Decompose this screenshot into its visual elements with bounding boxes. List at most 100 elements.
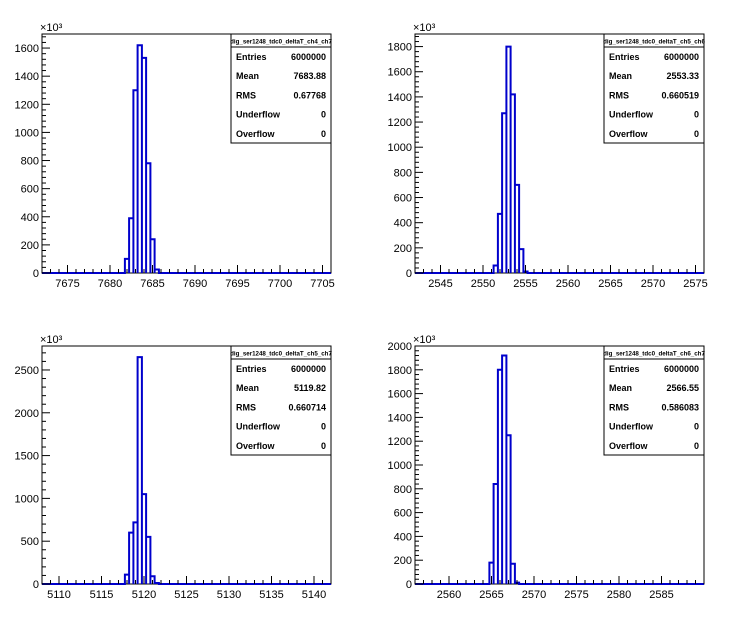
x-tick-label: 2550 bbox=[471, 278, 495, 290]
stats-value: 6000000 bbox=[291, 52, 326, 62]
stats-value: 0.660519 bbox=[661, 90, 699, 100]
x-tick-label: 5135 bbox=[259, 589, 283, 601]
stats-value: 0.67768 bbox=[293, 90, 326, 100]
histogram-bin bbox=[502, 113, 506, 273]
stats-label: Overflow bbox=[609, 129, 649, 139]
x-tick-label: 2580 bbox=[607, 589, 631, 601]
y-tick-label: 0 bbox=[33, 268, 39, 280]
x-tick-label: 5110 bbox=[47, 589, 71, 601]
stats-value: 0 bbox=[694, 110, 699, 120]
stats-label: Mean bbox=[609, 71, 632, 81]
y-tick-label: 2000 bbox=[388, 341, 412, 353]
stats-label: Entries bbox=[236, 364, 267, 374]
stats-label: Entries bbox=[609, 52, 640, 62]
stats-value: 0 bbox=[321, 441, 326, 451]
y-tick-label: 1600 bbox=[15, 43, 39, 55]
y-tick-label: 1200 bbox=[388, 117, 412, 129]
stats-label: Underflow bbox=[236, 110, 281, 120]
stats-value: 0 bbox=[694, 422, 699, 432]
y-tick-label: 1500 bbox=[15, 451, 39, 463]
histogram-bin bbox=[146, 163, 150, 273]
histogram-bin bbox=[129, 218, 133, 273]
histogram-bin bbox=[498, 370, 502, 584]
stats-value: 0 bbox=[694, 129, 699, 139]
histogram-bin bbox=[494, 265, 498, 273]
y-tick-label: 800 bbox=[21, 156, 39, 168]
y-tick-label: 1800 bbox=[388, 365, 412, 377]
axis-multiplier-label: ×10³ bbox=[413, 22, 436, 34]
y-tick-label: 0 bbox=[33, 579, 39, 591]
stats-box: dig_ser1248_tdc0_deltaT_ch6_ch7 Entries 60… bbox=[603, 345, 705, 456]
stats-box-frame bbox=[603, 345, 705, 456]
histogram-bin bbox=[519, 249, 523, 273]
histogram-line bbox=[42, 44, 331, 274]
y-tick-label: 1000 bbox=[15, 127, 39, 139]
histogram-bin bbox=[133, 522, 137, 584]
y-tick-label: 1400 bbox=[388, 412, 412, 424]
histogram-bin bbox=[146, 537, 150, 584]
x-tick-label: 5125 bbox=[174, 589, 198, 601]
axis-multiplier-label: ×10³ bbox=[413, 334, 436, 346]
histogram-bin bbox=[511, 564, 515, 584]
stats-label: RMS bbox=[609, 90, 629, 100]
stats-value: 0 bbox=[321, 422, 326, 432]
stats-box: dig_ser1248_tdc0_deltaT_ch5_ch7 Entries 60… bbox=[230, 345, 332, 456]
histogram-bin bbox=[142, 58, 146, 273]
x-tick-label: 2575 bbox=[683, 278, 707, 290]
y-tick-label: 2000 bbox=[15, 408, 39, 420]
stats-box-frame bbox=[230, 345, 332, 456]
y-tick-label: 1400 bbox=[388, 92, 412, 104]
histogram-line bbox=[415, 354, 704, 585]
stats-value: 2566.55 bbox=[666, 383, 699, 393]
stats-histogram-name: dig_ser1248_tdc0_deltaT_ch5_ch6 bbox=[603, 39, 705, 46]
x-tick-label: 2575 bbox=[564, 589, 588, 601]
histogram-bin bbox=[498, 214, 502, 273]
stats-box-frame bbox=[603, 33, 705, 144]
x-tick-label: 2570 bbox=[522, 589, 546, 601]
y-tick-label: 1000 bbox=[388, 460, 412, 472]
histogram-line bbox=[415, 45, 704, 274]
x-tick-label: 7695 bbox=[225, 278, 249, 290]
y-tick-label: 500 bbox=[21, 536, 39, 548]
axis-multiplier-label: ×10³ bbox=[40, 22, 63, 34]
y-tick-label: 0 bbox=[406, 268, 412, 280]
stats-value: 6000000 bbox=[664, 364, 699, 374]
y-tick-label: 400 bbox=[21, 212, 39, 224]
x-tick-label: 5120 bbox=[132, 589, 156, 601]
x-tick-label: 2560 bbox=[556, 278, 580, 290]
histogram-bin bbox=[502, 356, 506, 584]
histogram-bin bbox=[494, 484, 498, 584]
x-tick-label: 7685 bbox=[140, 278, 164, 290]
y-tick-label: 600 bbox=[21, 184, 39, 196]
y-tick-label: 1200 bbox=[15, 99, 39, 111]
stats-value: 7683.88 bbox=[293, 71, 326, 81]
stats-value: 5119.82 bbox=[294, 383, 326, 393]
stats-value: 6000000 bbox=[291, 364, 326, 374]
y-tick-label: 800 bbox=[394, 484, 412, 496]
stats-label: Mean bbox=[236, 71, 259, 81]
y-tick-label: 2500 bbox=[15, 365, 39, 377]
stats-value: 0.586083 bbox=[661, 402, 699, 412]
axis-multiplier-label: ×10³ bbox=[40, 334, 63, 346]
histogram-line bbox=[42, 356, 331, 585]
y-tick-label: 800 bbox=[394, 167, 412, 179]
stats-histogram-name: dig_ser1248_tdc0_deltaT_ch5_ch7 bbox=[230, 351, 332, 358]
x-tick-label: 2545 bbox=[428, 278, 452, 290]
stats-label: Overflow bbox=[609, 441, 649, 451]
stats-label: RMS bbox=[609, 402, 629, 412]
stats-label: Underflow bbox=[609, 422, 654, 432]
stats-histogram-name: dig_ser1248_tdc0_deltaT_ch4_ch7 bbox=[230, 39, 332, 46]
x-tick-label: 2565 bbox=[598, 278, 622, 290]
histogram-bin bbox=[129, 533, 133, 584]
stats-label: Overflow bbox=[236, 441, 276, 451]
histogram-bin bbox=[155, 583, 159, 584]
stats-box-frame bbox=[230, 33, 332, 144]
histogram-panel-1: 7675 7680 7685 7690 7695 7700 7705 0 200 400 600 80… bbox=[15, 22, 335, 290]
stats-label: RMS bbox=[236, 402, 256, 412]
x-tick-label: 2555 bbox=[513, 278, 537, 290]
y-tick-label: 1400 bbox=[15, 71, 39, 83]
stats-value: 0 bbox=[321, 110, 326, 120]
y-tick-label: 1200 bbox=[388, 436, 412, 448]
x-tick-label: 7675 bbox=[55, 278, 79, 290]
